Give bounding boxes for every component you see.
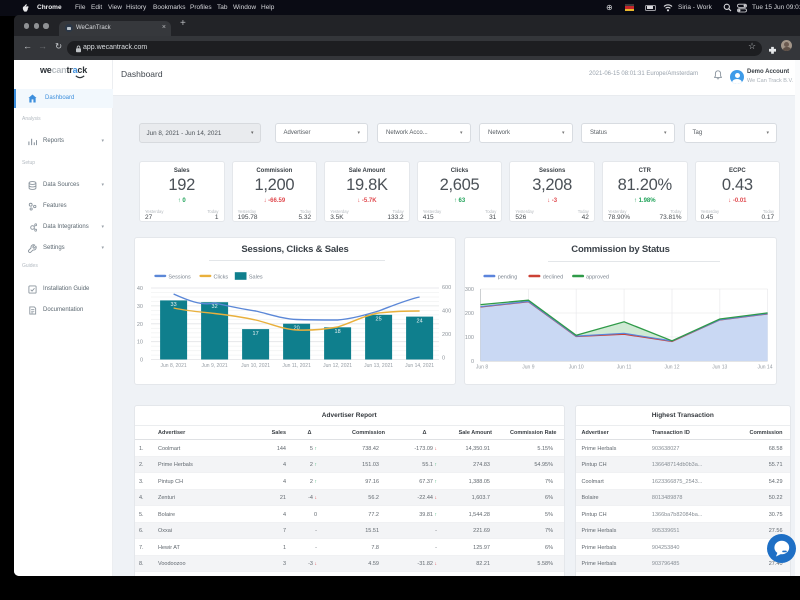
svg-text:30: 30 bbox=[137, 304, 143, 310]
svg-text:Jun 12: Jun 12 bbox=[664, 365, 679, 371]
svg-text:Jun 11: Jun 11 bbox=[617, 365, 632, 371]
svg-text:Jun 9: Jun 9 bbox=[522, 365, 534, 371]
svg-text:Jun 14: Jun 14 bbox=[757, 365, 772, 371]
svg-text:300: 300 bbox=[465, 287, 474, 293]
svg-text:Sessions: Sessions bbox=[168, 275, 191, 281]
svg-text:Jun 13, 2021: Jun 13, 2021 bbox=[364, 363, 393, 369]
svg-text:Jun 8, 2021: Jun 8, 2021 bbox=[161, 363, 187, 369]
svg-text:18: 18 bbox=[335, 329, 341, 335]
svg-text:approved: approved bbox=[586, 275, 609, 281]
svg-text:Clicks: Clicks bbox=[214, 275, 229, 281]
svg-text:400: 400 bbox=[442, 309, 451, 315]
svg-text:Jun 14, 2021: Jun 14, 2021 bbox=[405, 363, 434, 369]
svg-text:40: 40 bbox=[137, 286, 143, 292]
svg-text:Jun 10, 2021: Jun 10, 2021 bbox=[241, 363, 270, 369]
svg-text:0: 0 bbox=[471, 359, 474, 365]
svg-text:32: 32 bbox=[212, 304, 218, 310]
svg-text:200: 200 bbox=[465, 311, 474, 317]
svg-text:600: 600 bbox=[442, 285, 451, 291]
svg-text:20: 20 bbox=[137, 322, 143, 328]
svg-text:200: 200 bbox=[442, 332, 451, 338]
svg-text:Jun 13: Jun 13 bbox=[712, 365, 727, 371]
svg-text:Jun 11, 2021: Jun 11, 2021 bbox=[282, 363, 311, 369]
svg-text:Jun 9, 2021: Jun 9, 2021 bbox=[202, 363, 228, 369]
svg-text:17: 17 bbox=[253, 331, 259, 337]
svg-text:pending: pending bbox=[498, 275, 518, 281]
svg-text:20: 20 bbox=[294, 326, 300, 332]
svg-text:declined: declined bbox=[543, 275, 564, 281]
svg-text:24: 24 bbox=[417, 318, 423, 324]
svg-text:100: 100 bbox=[465, 335, 474, 341]
svg-text:10: 10 bbox=[137, 340, 143, 346]
svg-text:33: 33 bbox=[171, 302, 177, 308]
svg-text:Jun 8: Jun 8 bbox=[476, 365, 488, 371]
svg-text:0: 0 bbox=[442, 356, 445, 362]
svg-text:Sales: Sales bbox=[249, 275, 263, 281]
svg-text:25: 25 bbox=[376, 317, 382, 323]
svg-text:0: 0 bbox=[140, 358, 143, 364]
svg-text:Jun 12, 2021: Jun 12, 2021 bbox=[323, 363, 352, 369]
svg-text:Jun 10: Jun 10 bbox=[569, 365, 584, 371]
